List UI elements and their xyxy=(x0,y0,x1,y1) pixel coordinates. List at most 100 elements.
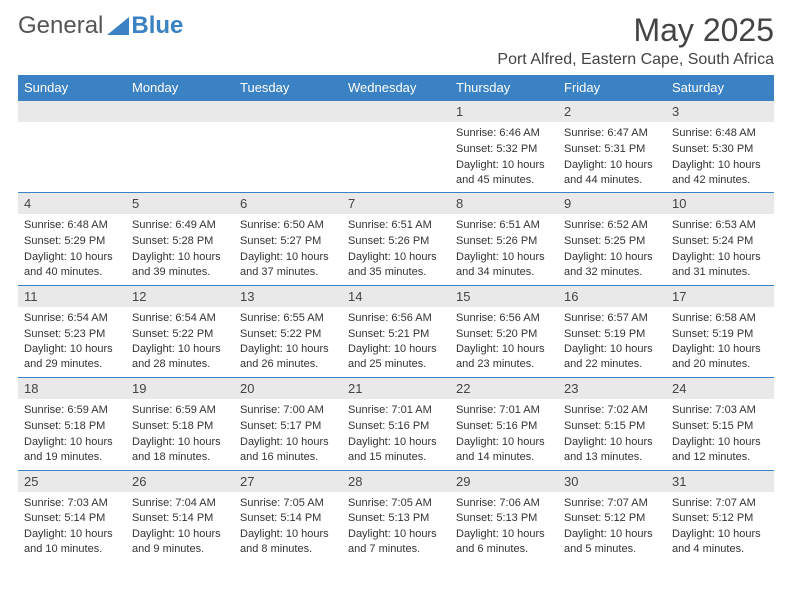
sunset-line: Sunset: 5:24 PM xyxy=(672,234,768,249)
sunrise-line: Sunrise: 6:53 AM xyxy=(672,218,768,233)
day-details: Sunrise: 6:48 AMSunset: 5:30 PMDaylight:… xyxy=(666,122,774,192)
calendar-cell: 13Sunrise: 6:55 AMSunset: 5:22 PMDayligh… xyxy=(234,285,342,377)
daylight-line: Daylight: 10 hours and 28 minutes. xyxy=(132,342,228,372)
daylight-line: Daylight: 10 hours and 31 minutes. xyxy=(672,250,768,280)
sunrise-line: Sunrise: 7:03 AM xyxy=(672,403,768,418)
calendar-cell: 19Sunrise: 6:59 AMSunset: 5:18 PMDayligh… xyxy=(126,378,234,470)
calendar-cell: 25Sunrise: 7:03 AMSunset: 5:14 PMDayligh… xyxy=(18,470,126,562)
calendar-cell: 4Sunrise: 6:48 AMSunset: 5:29 PMDaylight… xyxy=(18,193,126,285)
day-details: Sunrise: 6:53 AMSunset: 5:24 PMDaylight:… xyxy=(666,214,774,284)
day-details: Sunrise: 7:00 AMSunset: 5:17 PMDaylight:… xyxy=(234,399,342,469)
day-details: Sunrise: 7:01 AMSunset: 5:16 PMDaylight:… xyxy=(342,399,450,469)
day-details: Sunrise: 7:01 AMSunset: 5:16 PMDaylight:… xyxy=(450,399,558,469)
day-number: 27 xyxy=(234,471,342,492)
weekday-header: Sunday xyxy=(18,75,126,101)
day-number: 25 xyxy=(18,471,126,492)
sunset-line: Sunset: 5:14 PM xyxy=(132,511,228,526)
calendar-cell: 26Sunrise: 7:04 AMSunset: 5:14 PMDayligh… xyxy=(126,470,234,562)
day-number: 22 xyxy=(450,378,558,399)
day-number: 10 xyxy=(666,193,774,214)
sunrise-line: Sunrise: 7:05 AM xyxy=(240,496,336,511)
sunset-line: Sunset: 5:20 PM xyxy=(456,327,552,342)
weekday-header: Monday xyxy=(126,75,234,101)
calendar-cell: 6Sunrise: 6:50 AMSunset: 5:27 PMDaylight… xyxy=(234,193,342,285)
day-number: 14 xyxy=(342,286,450,307)
calendar-cell xyxy=(234,101,342,193)
sunset-line: Sunset: 5:28 PM xyxy=(132,234,228,249)
sunrise-line: Sunrise: 7:04 AM xyxy=(132,496,228,511)
daylight-line: Daylight: 10 hours and 15 minutes. xyxy=(348,435,444,465)
weekday-header: Tuesday xyxy=(234,75,342,101)
sunset-line: Sunset: 5:21 PM xyxy=(348,327,444,342)
daylight-line: Daylight: 10 hours and 9 minutes. xyxy=(132,527,228,557)
calendar-cell xyxy=(126,101,234,193)
calendar-week-row: 25Sunrise: 7:03 AMSunset: 5:14 PMDayligh… xyxy=(18,470,774,562)
calendar-cell: 22Sunrise: 7:01 AMSunset: 5:16 PMDayligh… xyxy=(450,378,558,470)
day-details: Sunrise: 6:54 AMSunset: 5:22 PMDaylight:… xyxy=(126,307,234,377)
sunset-line: Sunset: 5:30 PM xyxy=(672,142,768,157)
day-details: Sunrise: 6:49 AMSunset: 5:28 PMDaylight:… xyxy=(126,214,234,284)
sunrise-line: Sunrise: 6:54 AM xyxy=(24,311,120,326)
daylight-line: Daylight: 10 hours and 45 minutes. xyxy=(456,158,552,188)
calendar-cell: 29Sunrise: 7:06 AMSunset: 5:13 PMDayligh… xyxy=(450,470,558,562)
calendar-cell: 23Sunrise: 7:02 AMSunset: 5:15 PMDayligh… xyxy=(558,378,666,470)
page-header: General Blue May 2025 Port Alfred, Easte… xyxy=(18,12,774,69)
calendar-cell xyxy=(342,101,450,193)
sunset-line: Sunset: 5:22 PM xyxy=(132,327,228,342)
calendar-table: SundayMondayTuesdayWednesdayThursdayFrid… xyxy=(18,75,774,562)
sunset-line: Sunset: 5:16 PM xyxy=(456,419,552,434)
daylight-line: Daylight: 10 hours and 23 minutes. xyxy=(456,342,552,372)
day-details: Sunrise: 7:05 AMSunset: 5:13 PMDaylight:… xyxy=(342,492,450,562)
day-details: Sunrise: 6:58 AMSunset: 5:19 PMDaylight:… xyxy=(666,307,774,377)
brand-part2: Blue xyxy=(131,12,183,40)
calendar-cell: 17Sunrise: 6:58 AMSunset: 5:19 PMDayligh… xyxy=(666,285,774,377)
sunrise-line: Sunrise: 7:07 AM xyxy=(564,496,660,511)
daylight-line: Daylight: 10 hours and 12 minutes. xyxy=(672,435,768,465)
calendar-cell: 7Sunrise: 6:51 AMSunset: 5:26 PMDaylight… xyxy=(342,193,450,285)
weekday-header: Thursday xyxy=(450,75,558,101)
day-details: Sunrise: 7:06 AMSunset: 5:13 PMDaylight:… xyxy=(450,492,558,562)
sunrise-line: Sunrise: 7:01 AM xyxy=(456,403,552,418)
daylight-line: Daylight: 10 hours and 5 minutes. xyxy=(564,527,660,557)
daylight-line: Daylight: 10 hours and 35 minutes. xyxy=(348,250,444,280)
sunrise-line: Sunrise: 7:02 AM xyxy=(564,403,660,418)
calendar-cell: 5Sunrise: 6:49 AMSunset: 5:28 PMDaylight… xyxy=(126,193,234,285)
day-number: 16 xyxy=(558,286,666,307)
calendar-cell: 1Sunrise: 6:46 AMSunset: 5:32 PMDaylight… xyxy=(450,101,558,193)
daylight-line: Daylight: 10 hours and 20 minutes. xyxy=(672,342,768,372)
calendar-week-row: 1Sunrise: 6:46 AMSunset: 5:32 PMDaylight… xyxy=(18,101,774,193)
day-number: 28 xyxy=(342,471,450,492)
sunrise-line: Sunrise: 6:50 AM xyxy=(240,218,336,233)
daylight-line: Daylight: 10 hours and 19 minutes. xyxy=(24,435,120,465)
sunset-line: Sunset: 5:27 PM xyxy=(240,234,336,249)
calendar-cell: 3Sunrise: 6:48 AMSunset: 5:30 PMDaylight… xyxy=(666,101,774,193)
day-details: Sunrise: 6:54 AMSunset: 5:23 PMDaylight:… xyxy=(18,307,126,377)
sunrise-line: Sunrise: 6:58 AM xyxy=(672,311,768,326)
daylight-line: Daylight: 10 hours and 29 minutes. xyxy=(24,342,120,372)
sunrise-line: Sunrise: 6:56 AM xyxy=(456,311,552,326)
sunset-line: Sunset: 5:31 PM xyxy=(564,142,660,157)
day-details: Sunrise: 7:03 AMSunset: 5:14 PMDaylight:… xyxy=(18,492,126,562)
sunset-line: Sunset: 5:22 PM xyxy=(240,327,336,342)
daylight-line: Daylight: 10 hours and 6 minutes. xyxy=(456,527,552,557)
day-number: 18 xyxy=(18,378,126,399)
sunrise-line: Sunrise: 6:57 AM xyxy=(564,311,660,326)
sunrise-line: Sunrise: 6:51 AM xyxy=(348,218,444,233)
day-number: 9 xyxy=(558,193,666,214)
daylight-line: Daylight: 10 hours and 7 minutes. xyxy=(348,527,444,557)
sunrise-line: Sunrise: 6:47 AM xyxy=(564,126,660,141)
sunrise-line: Sunrise: 6:59 AM xyxy=(132,403,228,418)
day-number: 23 xyxy=(558,378,666,399)
day-number: 30 xyxy=(558,471,666,492)
day-details: Sunrise: 7:03 AMSunset: 5:15 PMDaylight:… xyxy=(666,399,774,469)
calendar-cell: 27Sunrise: 7:05 AMSunset: 5:14 PMDayligh… xyxy=(234,470,342,562)
sunset-line: Sunset: 5:18 PM xyxy=(132,419,228,434)
day-details: Sunrise: 7:07 AMSunset: 5:12 PMDaylight:… xyxy=(558,492,666,562)
sunrise-line: Sunrise: 7:01 AM xyxy=(348,403,444,418)
daylight-line: Daylight: 10 hours and 22 minutes. xyxy=(564,342,660,372)
sunset-line: Sunset: 5:16 PM xyxy=(348,419,444,434)
calendar-cell: 21Sunrise: 7:01 AMSunset: 5:16 PMDayligh… xyxy=(342,378,450,470)
day-details: Sunrise: 6:48 AMSunset: 5:29 PMDaylight:… xyxy=(18,214,126,284)
daylight-line: Daylight: 10 hours and 44 minutes. xyxy=(564,158,660,188)
sunset-line: Sunset: 5:13 PM xyxy=(348,511,444,526)
